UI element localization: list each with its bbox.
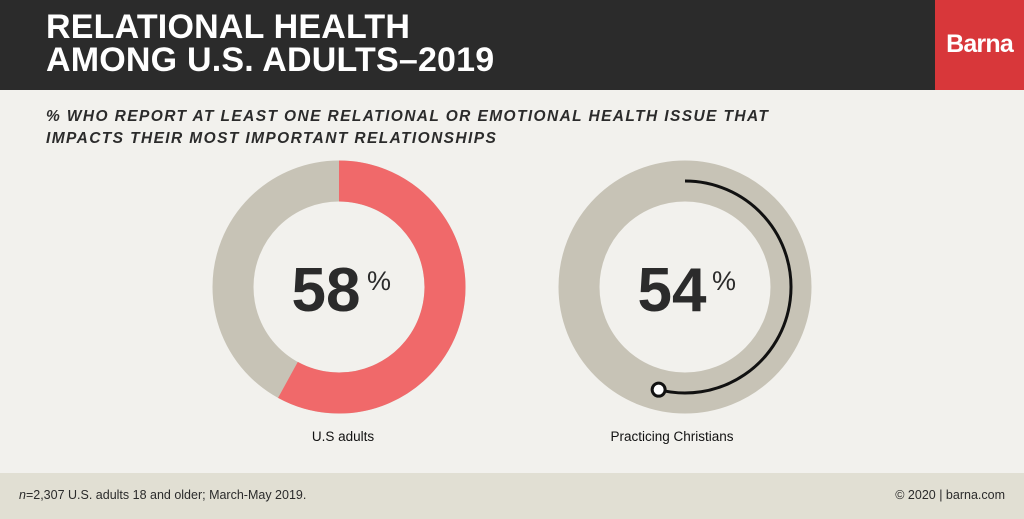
page-title: RELATIONAL HEALTH AMONG U.S. ADULTS–2019 xyxy=(46,8,906,79)
title-line-2: AMONG U.S. ADULTS–2019 xyxy=(46,41,495,79)
copyright: © 2020 | barna.com xyxy=(895,488,1005,502)
sample-n: n xyxy=(19,488,26,502)
sample-note: n=2,307 U.S. adults 18 and older; March-… xyxy=(19,488,306,502)
footer: n=2,307 U.S. adults 18 and older; March-… xyxy=(0,473,1024,519)
subtitle-line-1: % WHO REPORT AT LEAST ONE RELATIONAL OR … xyxy=(46,108,770,125)
donut-arc-practicing-christians xyxy=(658,179,793,395)
header-bar: RELATIONAL HEALTH AMONG U.S. ADULTS–2019… xyxy=(0,0,1024,90)
barna-logo: Barna xyxy=(935,0,1024,90)
value-label-practicing-christians: 54 xyxy=(638,256,707,325)
donut-practicing-christians: 54 % Practicing Christians xyxy=(558,160,812,444)
percent-sign-practicing-christians: % xyxy=(712,266,736,296)
donut-charts: 58 % U.S adults 54 % Practicing Christia… xyxy=(212,160,812,444)
donut-us-adults: 58 % U.S adults xyxy=(212,160,466,444)
subtitle-line-2: IMPACTS THEIR MOST IMPORTANT RELATIONSHI… xyxy=(46,130,498,147)
category-label-practicing-christians: Practicing Christians xyxy=(610,429,733,444)
category-label-us-adults: U.S adults xyxy=(312,429,375,444)
value-label-us-adults: 58 xyxy=(292,256,361,325)
donut-arc-us-adults xyxy=(278,160,466,414)
sample-note-text: =2,307 U.S. adults 18 and older; March-M… xyxy=(25,488,307,502)
percent-sign-us-adults: % xyxy=(367,266,391,296)
arc-end-marker xyxy=(650,381,667,398)
logo-text: Barna xyxy=(946,30,1014,58)
chart-subtitle: % WHO REPORT AT LEAST ONE RELATIONAL OR … xyxy=(46,106,806,150)
title-line-1: RELATIONAL HEALTH xyxy=(46,8,411,46)
